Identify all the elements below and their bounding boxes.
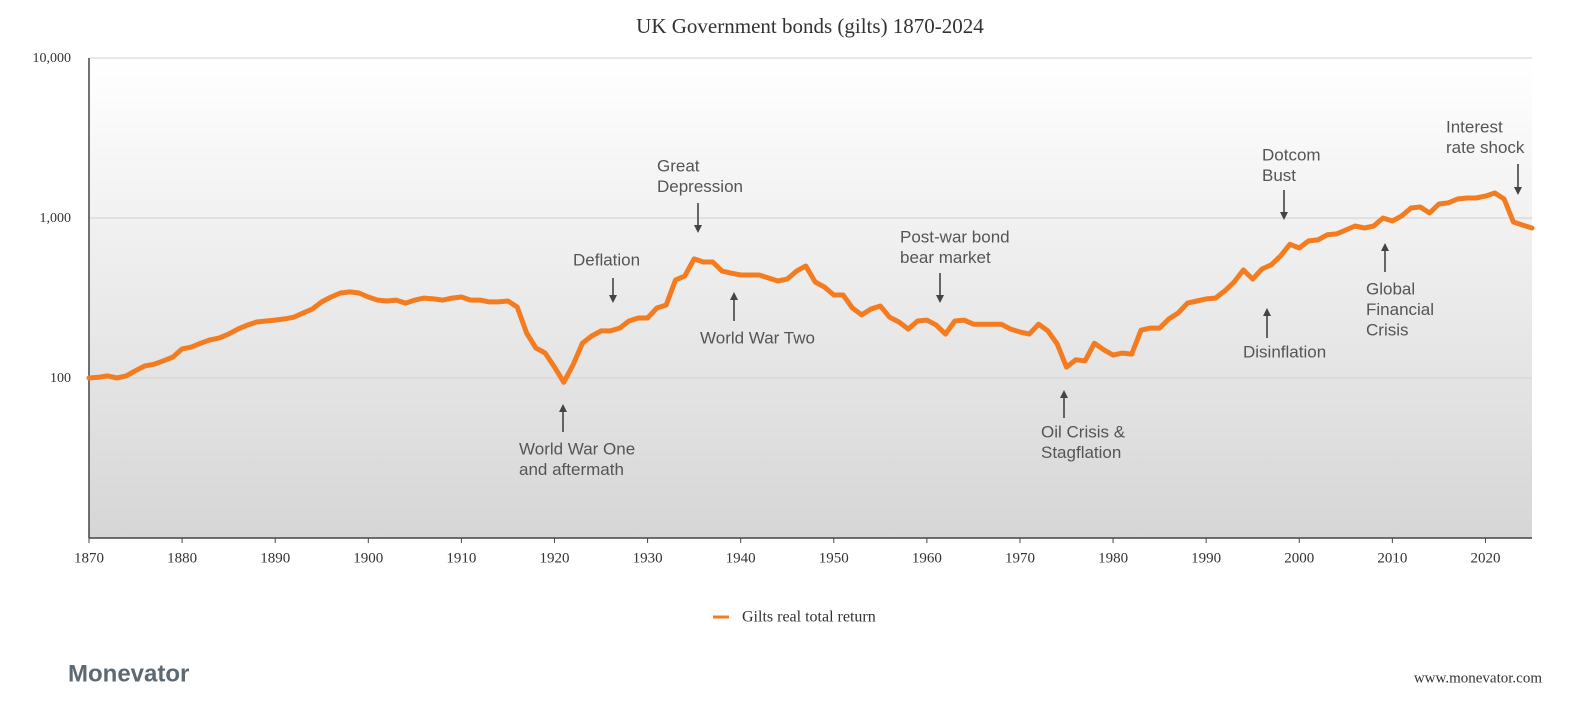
annotation-arrowhead — [609, 295, 617, 303]
x-tick-label: 1950 — [819, 550, 849, 566]
annotation: Deflation — [573, 250, 640, 269]
annotation: Great — [657, 156, 700, 175]
x-tick-label: 1930 — [633, 550, 663, 566]
x-tick-label: 1890 — [260, 550, 290, 566]
x-tick-label: 1980 — [1098, 550, 1128, 566]
annotation-arrowhead — [1381, 243, 1389, 251]
annotation: Global — [1366, 279, 1415, 298]
x-tick-label: 1910 — [446, 550, 476, 566]
annotation: Financial — [1366, 300, 1434, 319]
annotation: Depression — [657, 177, 743, 196]
annotation-arrowhead — [936, 295, 944, 303]
x-tick-label: 1900 — [353, 550, 383, 566]
y-tick-label: 1,000 — [40, 211, 72, 226]
annotation: World War Two — [700, 328, 815, 347]
annotation: rate shock — [1446, 138, 1525, 157]
x-tick-label: 1960 — [912, 550, 942, 566]
x-tick-label: 1990 — [1191, 550, 1221, 566]
x-tick-label: 1940 — [726, 550, 756, 566]
chart-title: UK Government bonds (gilts) 1870-2024 — [636, 14, 984, 38]
annotation-arrowhead — [1280, 212, 1288, 220]
annotation: Bust — [1262, 166, 1296, 185]
plot-area — [89, 58, 1532, 538]
y-tick-label: 100 — [50, 371, 71, 386]
annotation: bear market — [900, 248, 991, 267]
data-line — [86, 190, 1535, 385]
x-tick-label: 1870 — [74, 550, 104, 566]
x-tick-label: 2000 — [1284, 550, 1314, 566]
x-tick-label: 2010 — [1377, 550, 1407, 566]
annotation: and aftermath — [519, 460, 624, 479]
annotation: Interest — [1446, 117, 1503, 136]
x-tick-label: 1920 — [539, 550, 569, 566]
annotation-arrowhead — [1514, 187, 1522, 195]
legend-label: Gilts real total return — [742, 609, 876, 626]
x-tick-label: 1880 — [167, 550, 197, 566]
annotation: Stagflation — [1041, 443, 1121, 462]
x-tick-label: 2020 — [1470, 550, 1500, 566]
annotation-arrowhead — [730, 292, 738, 300]
annotation: Disinflation — [1243, 342, 1326, 361]
annotation: Dotcom — [1262, 145, 1321, 164]
annotation: Oil Crisis & — [1041, 422, 1126, 441]
annotation: Crisis — [1366, 320, 1409, 339]
annotation: World War One — [519, 439, 635, 458]
annotation-arrowhead — [694, 225, 702, 233]
annotation-arrowhead — [1060, 390, 1068, 398]
annotation: Post-war bond — [900, 227, 1010, 246]
brand-logo: Monevator — [68, 660, 189, 687]
annotation-arrowhead — [1263, 308, 1271, 316]
website: www.monevator.com — [1414, 670, 1542, 686]
x-tick-label: 1970 — [1005, 550, 1035, 566]
annotation-arrowhead — [559, 404, 567, 412]
y-tick-label: 10,000 — [33, 51, 72, 66]
